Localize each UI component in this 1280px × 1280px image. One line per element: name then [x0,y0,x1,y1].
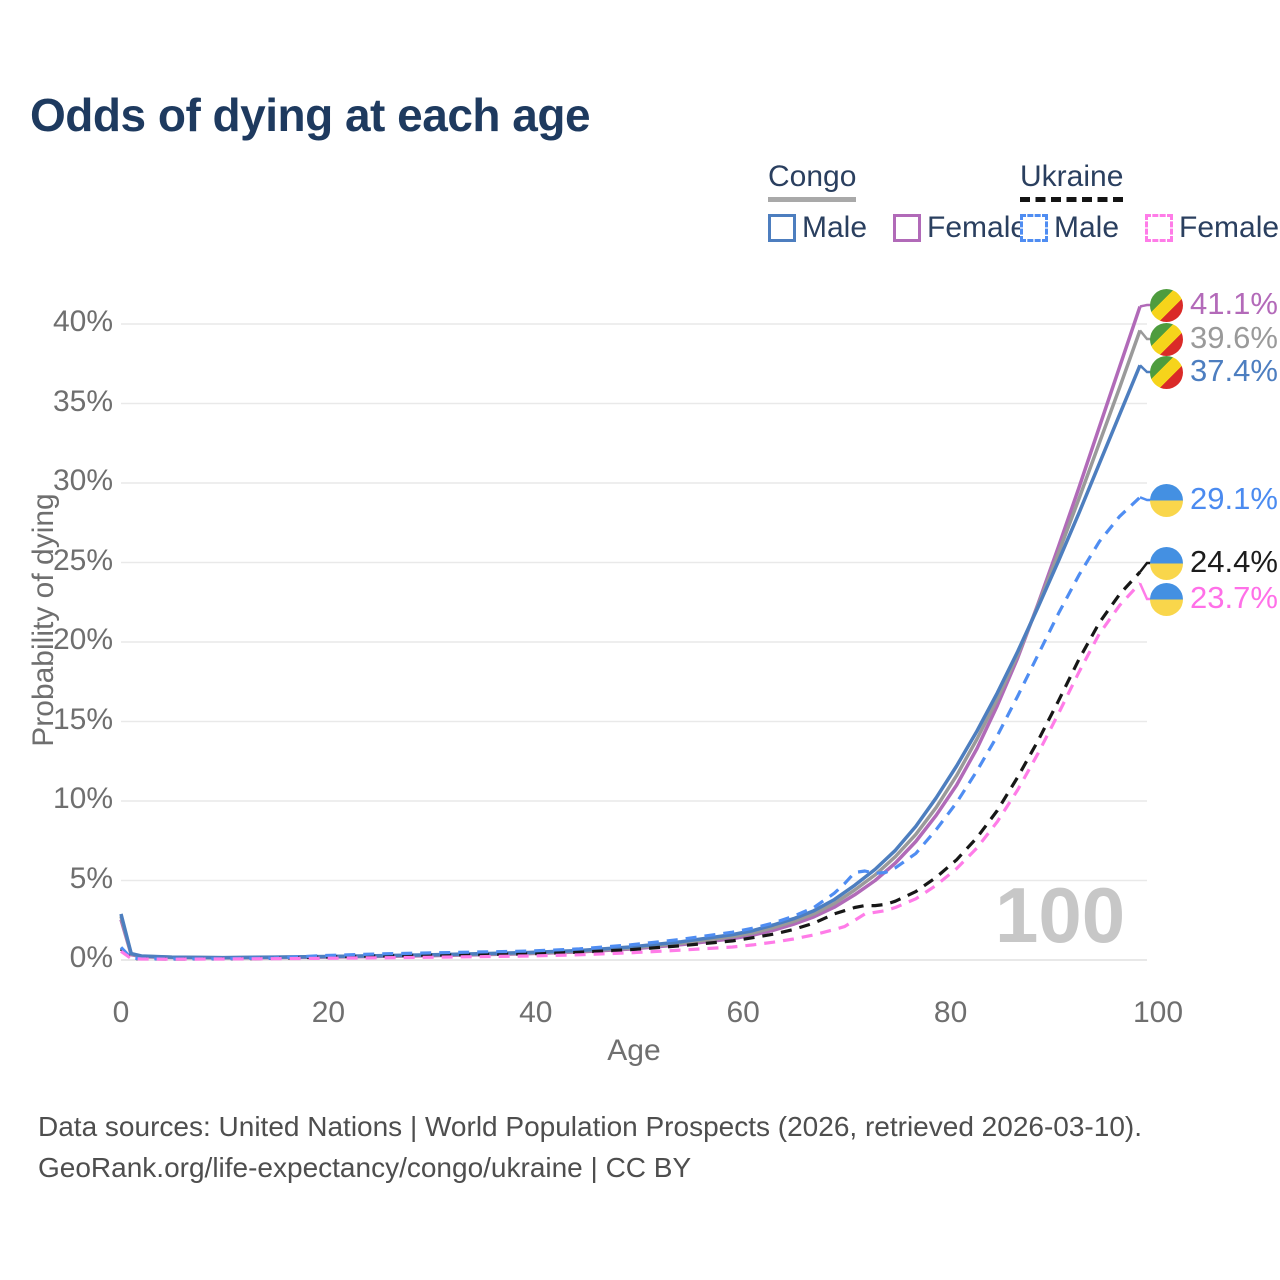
congo-flag-icon [1150,289,1183,322]
legend-country-label: Ukraine [1020,160,1124,202]
ukraine-flag-icon [1150,583,1183,616]
y-tick-label: 10% [52,782,113,815]
x-tick-label: 80 [933,996,968,1029]
footer-attribution: GeoRank.org/life-expectancy/congo/ukrain… [38,1152,692,1183]
end-value-label-congo-female: 41.1% [1190,286,1278,321]
y-tick-label: 30% [52,464,113,497]
x-tick-label: 20 [311,996,346,1029]
series-line-ukraine-both[interactable] [119,570,1142,961]
series-line-congo-both[interactable] [119,329,1142,960]
y-tick-label: 35% [52,384,113,418]
y-tick-label: 40% [52,305,113,338]
y-tick-label: 20% [52,623,113,656]
footer: Data sources: United Nations | World Pop… [38,1106,1142,1188]
end-value-label-ukraine-male: 29.1% [1190,481,1278,516]
legend-item-congo-male[interactable]: Male [768,211,867,245]
y-tick-label: 0% [69,941,113,974]
x-tick-label: 0 [112,996,130,1029]
age-watermark: 100 [995,871,1126,959]
legend-swatch-icon [768,214,796,242]
ukraine-flag-icon [1150,484,1183,517]
end-value-label-ukraine-both: 24.4% [1190,544,1278,579]
congo-flag-icon [1150,356,1183,389]
series-line-congo-male[interactable] [119,364,1142,960]
legend-swatch-icon [1020,214,1048,242]
legend-group-congo: Congo Male Female [768,160,1027,245]
x-tick-label: 40 [519,996,553,1029]
page-title: Odds of dying at each age [30,89,591,141]
legend-item-ukraine-male[interactable]: Male [1020,211,1119,245]
congo-flag-icon [1150,323,1183,356]
series-line-ukraine-female[interactable] [120,582,1142,961]
legend-group-ukraine: Ukraine Male Female [1020,160,1279,245]
ukraine-flag-icon [1150,547,1183,580]
legend-item-label: Male [1054,211,1120,244]
legend-country-label: Congo [768,160,857,202]
end-value-label-congo-male: 37.4% [1190,353,1278,388]
end-value-label-congo-both: 39.6% [1190,320,1278,355]
legend-item-ukraine-female[interactable]: Female [1145,211,1279,245]
legend-swatch-icon [1145,214,1174,242]
legend-item-label: Female [1179,211,1280,244]
y-tick-label: 15% [52,702,113,736]
legend-swatch-icon [893,214,922,242]
y-tick-label: 5% [69,861,113,895]
footer-datasources: Data sources: United Nations | World Pop… [38,1111,1143,1142]
series-line-ukraine-male[interactable] [119,496,1142,961]
legend-item-label: Male [802,211,868,244]
end-value-label-ukraine-female: 23.7% [1190,580,1278,615]
y-tick-label: 25% [52,543,113,577]
legend-item-congo-female[interactable]: Female [893,211,1027,245]
x-tick-label: 100 [1132,996,1184,1029]
x-tick-label: 60 [726,996,760,1029]
x-axis-title: Age [607,1034,661,1067]
legend-item-label: Female [927,211,1028,244]
y-axis-title: Probability of dying [27,493,60,747]
